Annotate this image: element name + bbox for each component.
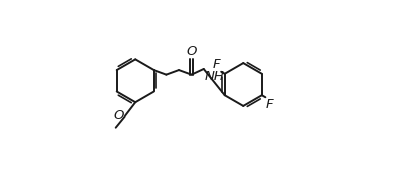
Text: F: F <box>266 98 274 111</box>
Text: NH: NH <box>205 70 224 83</box>
Text: O: O <box>186 45 197 58</box>
Text: F: F <box>213 58 220 71</box>
Text: O: O <box>113 109 124 122</box>
